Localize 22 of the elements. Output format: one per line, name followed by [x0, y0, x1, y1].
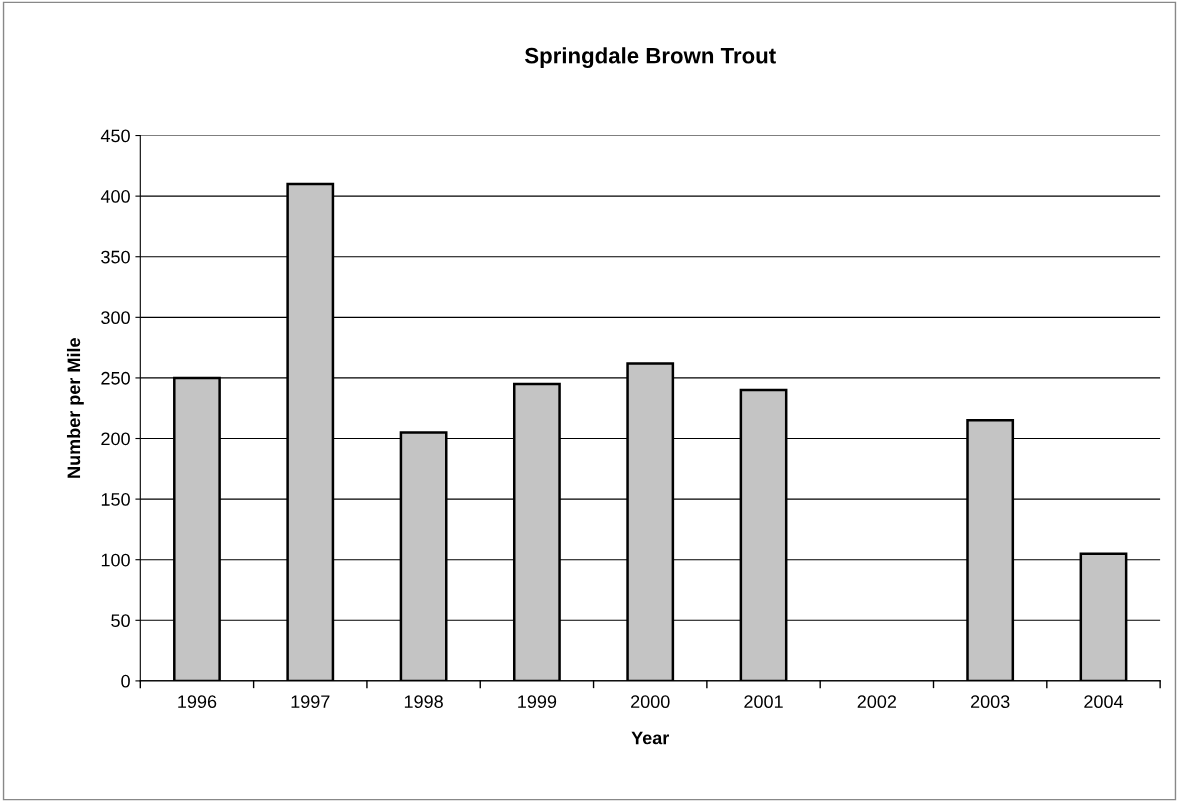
- y-tick-label: 150: [101, 493, 130, 506]
- x-tick-label: 2001: [744, 695, 783, 709]
- y-tick-label: 400: [100, 190, 130, 203]
- x-tick-label: 2004: [1084, 695, 1124, 709]
- x-tick-label: 1999: [518, 695, 557, 709]
- x-axis-title: Year: [631, 731, 670, 745]
- y-tick-label: 100: [101, 553, 130, 567]
- chart-title: Springdale Brown Trout: [524, 47, 776, 69]
- y-tick-label: 300: [101, 311, 130, 325]
- x-tick-label: 2002: [857, 695, 897, 709]
- x-tick-label: 1996: [178, 695, 217, 709]
- y-tick-label: 450: [100, 129, 130, 143]
- y-tick-label: 250: [101, 371, 130, 385]
- y-tick-label: 350: [101, 250, 130, 264]
- y-tick-label: 200: [101, 432, 130, 446]
- y-tick-label: 0: [121, 674, 130, 688]
- y-axis-title: Number per Mile: [66, 338, 84, 478]
- x-tick-label: 1997: [291, 695, 330, 709]
- x-tick-label: 2003: [970, 695, 1010, 709]
- x-tick-label: 1998: [404, 695, 443, 709]
- x-tick-label: 2000: [631, 695, 670, 709]
- y-tick-label: 50: [111, 614, 130, 628]
